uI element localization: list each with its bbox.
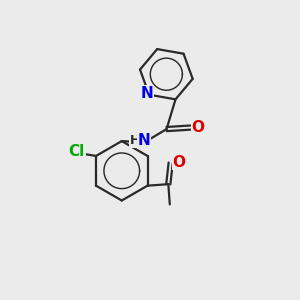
Text: O: O (172, 155, 185, 170)
Text: Cl: Cl (69, 144, 85, 159)
Text: H: H (130, 134, 140, 148)
Text: N: N (141, 86, 153, 101)
Text: N: N (138, 134, 151, 148)
Text: O: O (191, 120, 204, 135)
